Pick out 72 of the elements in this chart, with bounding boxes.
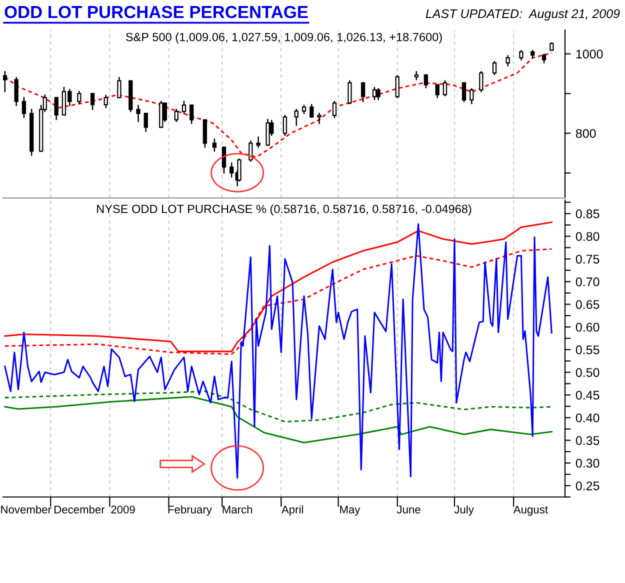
x-tick-label: February <box>168 505 212 516</box>
x-tick-label: April <box>281 505 303 516</box>
x-tick-label: November <box>1 505 52 514</box>
candlestick <box>212 138 217 152</box>
candlestick <box>248 140 253 162</box>
candlestick <box>77 90 82 104</box>
candlestick <box>479 71 484 92</box>
line-series <box>4 221 552 352</box>
candlestick <box>174 108 178 122</box>
candlestick <box>90 92 95 110</box>
y-tick-label: 0.65 <box>576 300 600 309</box>
y-tick-label: 1000 <box>576 50 603 58</box>
candlestick <box>435 84 440 98</box>
x-tick-label: 2009 <box>111 506 135 514</box>
y-tick-label: 0.30 <box>576 458 600 468</box>
candlestick <box>117 77 122 98</box>
line-series <box>4 396 552 444</box>
x-tick-label: June <box>396 506 420 514</box>
chart-title: NYSE ODD LOT PURCHASE % (0.58716, 0.58716, 0.58716, -0.04968) <box>97 204 472 216</box>
y-tick-label: 0.55 <box>576 345 600 354</box>
candlestick <box>506 55 510 66</box>
candlestick <box>492 61 497 76</box>
y-tick-label: 800 <box>576 129 596 138</box>
chart-subtitle: S&P 500 (1,009.06, 1,027.59, 1,009.06, 1,026.13, +18.7600) <box>126 32 442 44</box>
y-tick-label: 0.25 <box>576 481 600 490</box>
candlestick <box>144 112 148 132</box>
candlestick <box>3 71 7 92</box>
candlestick <box>395 75 400 98</box>
candlestick <box>22 96 26 118</box>
line-series <box>4 52 552 158</box>
y-tick-label: 0.35 <box>576 436 600 445</box>
candlestick <box>182 100 186 114</box>
candlestick <box>256 136 260 148</box>
candlestick <box>332 100 337 118</box>
y-tick-label: 0.50 <box>576 368 600 377</box>
x-tick-label: July <box>454 505 474 516</box>
candlestick <box>348 80 352 104</box>
candlestick <box>442 80 448 96</box>
y-tick-label: 0.45 <box>576 390 600 400</box>
candlestick <box>54 96 58 120</box>
candlestick <box>310 104 314 118</box>
candlestick <box>230 162 234 178</box>
x-tick-label: March <box>222 505 252 514</box>
candlestick <box>376 88 380 100</box>
candlestick <box>190 104 194 124</box>
x-tick-label: August <box>513 506 548 516</box>
candlestick <box>294 108 298 126</box>
line-series <box>4 223 552 479</box>
candlestick <box>104 94 108 108</box>
candlestick <box>470 88 474 104</box>
candlestick <box>519 50 524 60</box>
y-tick-label: 0.75 <box>576 254 600 264</box>
candlestick <box>202 119 208 148</box>
text: LAST UPDATED: August 21, 2009 <box>426 9 620 21</box>
candlestick <box>424 74 428 88</box>
y-tick-label: 0.85 <box>576 209 600 218</box>
x-tick-label: May <box>340 506 360 516</box>
candlestick <box>462 82 466 102</box>
candlestick <box>266 118 270 146</box>
x-tick-label: December <box>54 505 105 514</box>
candlestick <box>14 77 18 106</box>
candlestick <box>282 114 288 136</box>
y-tick-label: 0.60 <box>576 322 600 332</box>
line-series <box>4 390 552 422</box>
y-tick-label: 0.40 <box>576 413 600 422</box>
chart-title: ODD LOT PURCHASE PERCENTAGE <box>4 6 308 18</box>
candlestick <box>317 112 322 124</box>
candlestick <box>222 146 226 174</box>
candlestick <box>360 82 366 102</box>
y-tick-label: 0.80 <box>576 232 600 241</box>
candlestick <box>136 104 140 122</box>
y-tick-label: 0.70 <box>576 277 600 286</box>
